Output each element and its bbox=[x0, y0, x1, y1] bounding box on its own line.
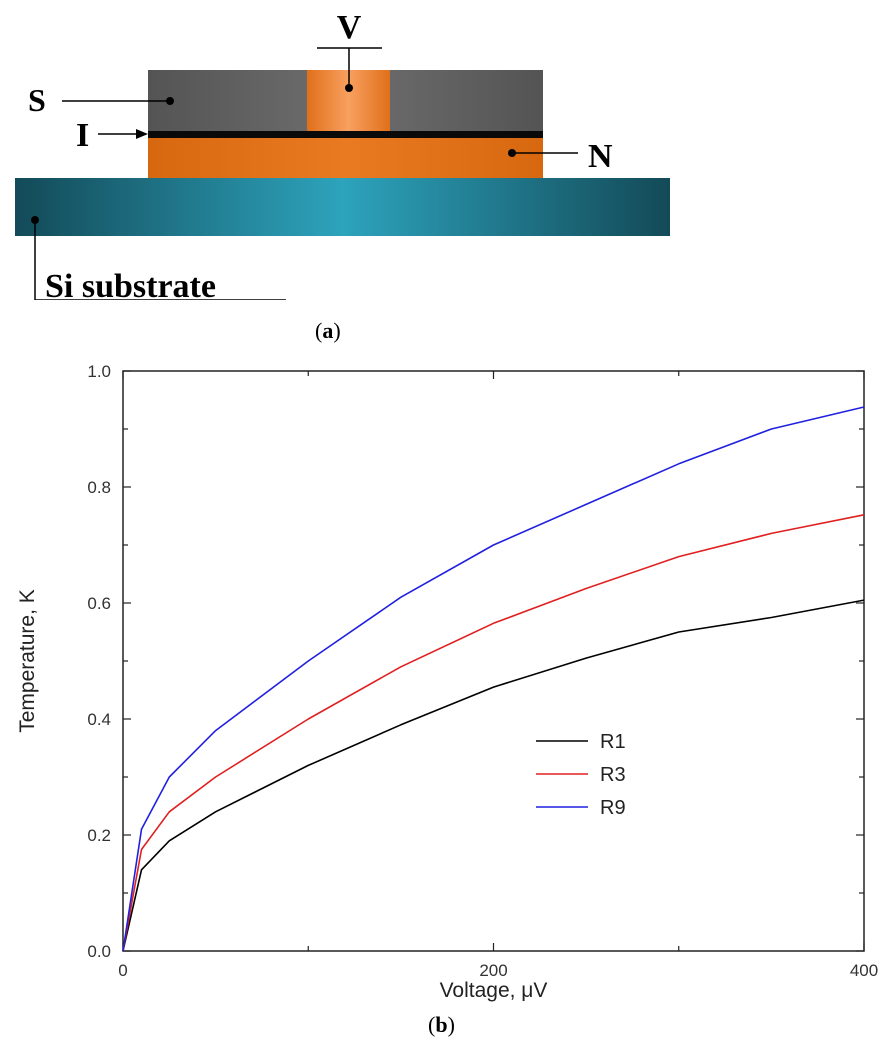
y-tick-label: 0.4 bbox=[87, 710, 111, 729]
device-cross-section-diagram: V S I N Si substrate bbox=[15, 9, 670, 300]
series-line-r1 bbox=[122, 599, 865, 952]
legend-label-r9: R9 bbox=[600, 797, 626, 819]
x-tick-label: 400 bbox=[850, 961, 878, 980]
tick-marks bbox=[122, 370, 865, 952]
legend: R1 R3 R9 bbox=[536, 731, 626, 819]
label-v: V bbox=[337, 9, 362, 46]
label-s: S bbox=[28, 82, 46, 118]
label-substrate: Si substrate bbox=[45, 268, 216, 300]
label-i: I bbox=[76, 117, 89, 154]
y-tick-label: 0.8 bbox=[87, 478, 111, 497]
x-tick-label: 0 bbox=[118, 961, 127, 980]
plot-frame bbox=[122, 370, 865, 952]
y-tick-label: 0.0 bbox=[87, 942, 111, 961]
temperature-voltage-chart: 0 200 400 0.0 0.2 0.4 0.6 0.8 1.0 R1 R3 R9 Voltage… bbox=[16, 362, 878, 1002]
normal-metal-layer bbox=[148, 137, 543, 178]
plot-border bbox=[122, 370, 865, 952]
y-tick-label: 0.6 bbox=[87, 594, 111, 613]
legend-label-r1: R1 bbox=[600, 731, 626, 753]
series-line-r9 bbox=[122, 406, 865, 952]
label-n: N bbox=[588, 138, 613, 175]
insulator-layer bbox=[148, 131, 543, 138]
series-line-r3 bbox=[122, 514, 865, 952]
series-lines bbox=[122, 406, 865, 952]
caption-b: (b) bbox=[428, 1012, 455, 1037]
substrate-layer bbox=[15, 178, 670, 236]
tick-labels: 0 200 400 0.0 0.2 0.4 0.6 0.8 1.0 bbox=[87, 362, 878, 980]
x-tick-label: 200 bbox=[479, 961, 507, 980]
x-axis-label: Voltage, μV bbox=[440, 979, 548, 1002]
legend-label-r3: R3 bbox=[600, 764, 626, 786]
y-axis-label: Temperature, K bbox=[16, 589, 39, 733]
y-tick-label: 0.2 bbox=[87, 826, 111, 845]
y-tick-label: 1.0 bbox=[87, 362, 111, 381]
caption-a: (a) bbox=[315, 318, 341, 343]
